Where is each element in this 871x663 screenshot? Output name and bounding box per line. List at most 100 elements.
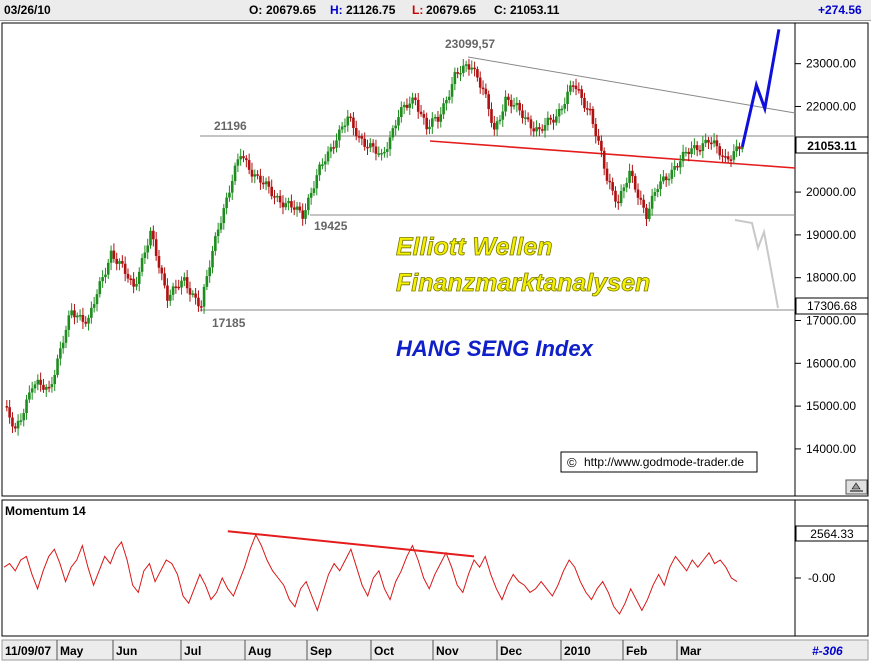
candle-body: [456, 72, 459, 74]
candle-body: [504, 96, 507, 112]
candle-body: [354, 128, 358, 137]
candle-body: [473, 67, 476, 70]
candle-body: [532, 128, 536, 132]
y-tick-label: 17000.00: [806, 313, 856, 327]
candle-body: [174, 286, 178, 288]
candle-body: [197, 297, 200, 307]
candle-body: [126, 273, 130, 279]
candle-body: [349, 116, 352, 119]
candle-body: [405, 104, 409, 108]
price-tag: 21053.11: [807, 139, 857, 153]
candle-body: [273, 196, 276, 198]
candle-body: [166, 285, 169, 301]
candle-body: [53, 374, 57, 385]
candle-body: [242, 156, 245, 159]
candle-body: [391, 128, 395, 138]
candle-body: [346, 116, 350, 126]
candle-body: [264, 181, 268, 185]
candle-body: [188, 288, 192, 295]
candle-body: [650, 195, 654, 209]
candle-body: [450, 84, 454, 97]
label-23099: 23099,57: [445, 37, 495, 51]
y-tick-label: 22000.00: [806, 99, 856, 113]
month-label: Sep: [310, 644, 332, 658]
candle-body: [594, 124, 598, 137]
candle-body: [625, 182, 629, 188]
source-url[interactable]: http://www.godmode-trader.de: [584, 455, 744, 469]
candle-body: [208, 267, 212, 277]
candle-body: [225, 197, 228, 209]
candle-body: [307, 197, 310, 211]
candle-body: [98, 281, 102, 295]
momentum-tag: 2564.33: [810, 527, 854, 541]
header-date: 03/26/10: [4, 3, 51, 17]
scale-icon[interactable]: [845, 479, 868, 495]
y-tick-label: 20000.00: [806, 185, 856, 199]
candle-body: [681, 151, 685, 162]
candle-body: [39, 379, 42, 385]
candle-body: [524, 117, 527, 119]
price-axis-frame: [794, 22, 869, 497]
candle-body: [152, 230, 155, 240]
candle-body: [614, 190, 617, 202]
candle-body: [50, 384, 54, 388]
candle-body: [301, 210, 304, 219]
month-label: Dec: [500, 644, 522, 658]
momentum-zero-label: -0.00: [808, 571, 836, 585]
candle-body: [414, 97, 417, 100]
candlestick-series: [5, 58, 744, 436]
candle-body: [521, 110, 524, 118]
candle-body: [416, 99, 420, 112]
candle-body: [645, 207, 648, 220]
momentum-trendline: [227, 530, 475, 558]
candle-body: [357, 136, 361, 138]
candle-body: [507, 96, 510, 100]
candle-body: [70, 310, 73, 316]
candle-body: [591, 108, 595, 125]
candle-body: [143, 252, 147, 259]
candle-body: [109, 250, 113, 263]
y-tick-label: 19000.00: [806, 228, 856, 242]
candle-body: [704, 139, 707, 144]
candle-body: [230, 181, 234, 193]
candle-body: [419, 111, 423, 115]
candle-body: [484, 88, 488, 95]
candle-body: [408, 103, 412, 108]
candle-body: [199, 306, 203, 308]
candle-body: [253, 174, 257, 177]
candle-body: [8, 407, 11, 418]
candle-body: [442, 103, 445, 115]
candle-body: [118, 261, 121, 264]
source-box[interactable]: [560, 451, 758, 473]
low-value: 20679.65: [426, 3, 477, 17]
candle-body: [81, 315, 85, 322]
candle-body: [467, 64, 471, 70]
y-tick-label: 14000.00: [806, 442, 856, 456]
month-label: Jun: [116, 644, 137, 658]
high-label: H:: [330, 3, 343, 17]
candle-body: [738, 146, 741, 150]
candle-body: [526, 117, 530, 120]
candle-body: [104, 274, 107, 278]
candle-body: [78, 315, 82, 317]
candle-body: [636, 189, 640, 198]
candle-body: [338, 129, 341, 141]
candle-body: [431, 118, 434, 127]
candle-body: [61, 342, 65, 349]
candle-body: [343, 125, 347, 128]
candle-body: [292, 207, 296, 210]
footer-bar: [1, 639, 869, 661]
candle-body: [726, 156, 730, 160]
candle-body: [129, 278, 133, 281]
candle-body: [33, 384, 37, 389]
candle-body: [132, 278, 135, 287]
candle-body: [56, 358, 59, 375]
close-label: C:: [494, 3, 507, 17]
candle-body: [715, 140, 719, 147]
candle-body: [400, 107, 403, 118]
candle-body: [600, 140, 603, 151]
candle-body: [529, 119, 533, 129]
candle-body: [95, 294, 99, 305]
candle-body: [42, 384, 45, 390]
